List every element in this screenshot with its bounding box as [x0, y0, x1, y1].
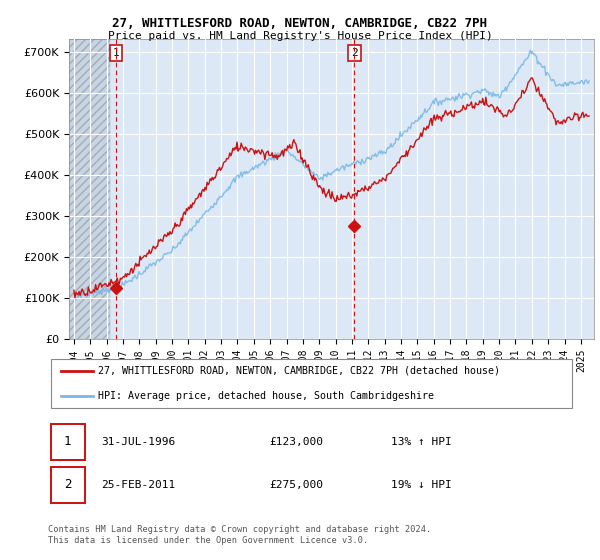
Text: £275,000: £275,000	[270, 480, 324, 489]
Text: 25-FEB-2011: 25-FEB-2011	[101, 480, 175, 489]
Text: HPI: Average price, detached house, South Cambridgeshire: HPI: Average price, detached house, Sout…	[98, 390, 434, 400]
Text: 1: 1	[64, 435, 71, 448]
Text: 27, WHITTLESFORD ROAD, NEWTON, CAMBRIDGE, CB22 7PH (detached house): 27, WHITTLESFORD ROAD, NEWTON, CAMBRIDGE…	[98, 366, 500, 376]
Text: 13% ↑ HPI: 13% ↑ HPI	[391, 437, 452, 446]
Text: 19% ↓ HPI: 19% ↓ HPI	[391, 480, 452, 489]
Text: 27, WHITTLESFORD ROAD, NEWTON, CAMBRIDGE, CB22 7PH: 27, WHITTLESFORD ROAD, NEWTON, CAMBRIDGE…	[113, 17, 487, 30]
Text: 1: 1	[113, 48, 119, 58]
FancyBboxPatch shape	[50, 423, 85, 460]
Bar	[69, 39, 110, 339]
FancyBboxPatch shape	[50, 359, 572, 408]
Text: Price paid vs. HM Land Registry's House Price Index (HPI): Price paid vs. HM Land Registry's House …	[107, 31, 493, 41]
Text: 31-JUL-1996: 31-JUL-1996	[101, 437, 175, 446]
Text: Contains HM Land Registry data © Crown copyright and database right 2024.
This d: Contains HM Land Registry data © Crown c…	[48, 525, 431, 545]
Text: 2: 2	[351, 48, 358, 58]
Text: £123,000: £123,000	[270, 437, 324, 446]
Text: 2: 2	[64, 478, 71, 491]
FancyBboxPatch shape	[50, 466, 85, 503]
